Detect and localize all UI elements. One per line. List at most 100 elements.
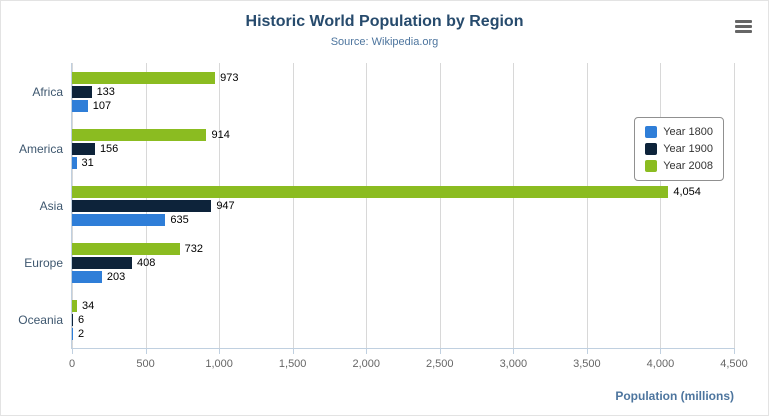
category-label-europe: Europe [24, 256, 63, 271]
legend-swatch [645, 160, 658, 172]
bar-value-label: 6 [78, 313, 85, 326]
bar-row: 732 [72, 242, 734, 255]
bar-group-europe: 732 408 203 [72, 234, 734, 291]
bar-row: 947 [72, 199, 734, 212]
bar-row: 203 [72, 270, 734, 283]
bar-america-year-1800[interactable] [72, 156, 77, 169]
bar-row: 4,054 [72, 185, 734, 198]
bar-value-label: 34 [82, 299, 95, 312]
category-label-america: America [18, 141, 63, 156]
bar-value-label: 203 [106, 270, 126, 283]
x-axis-tick [734, 348, 735, 354]
bar-value-label: 635 [170, 213, 189, 226]
bar-value-label: 408 [137, 256, 156, 269]
x-tick-label: 0 [68, 358, 76, 370]
x-tick-label: 1,500 [278, 358, 307, 370]
bar-value-label: 156 [99, 142, 119, 155]
x-axis-tick [513, 348, 515, 354]
hamburger-line [735, 30, 752, 33]
bar-value-label: 973 [220, 71, 239, 84]
x-tick-label: 2,000 [352, 358, 380, 370]
bar-america-year-2008[interactable] [72, 128, 207, 141]
gridline [366, 63, 368, 348]
x-axis-title: Population (millions) [615, 389, 734, 403]
legend-swatch [645, 126, 658, 138]
x-axis-tick [366, 348, 368, 354]
hamburger-line [735, 20, 752, 23]
bar-row: 973 [72, 71, 734, 84]
bar-value-label: 31 [81, 156, 94, 169]
bar-row: 6 [72, 313, 734, 326]
x-axis-tick [586, 348, 588, 354]
bar-oceania-year-1900[interactable] [72, 313, 73, 326]
bar-asia-year-1800[interactable] [72, 213, 166, 226]
bar-europe-year-1800[interactable] [72, 270, 102, 283]
bar-row: 31 [72, 156, 734, 169]
bar-oceania-year-2008[interactable] [72, 299, 77, 312]
x-axis-tick [292, 348, 294, 354]
bar-row: 2 [72, 327, 734, 340]
legend-label: Year 2008 [663, 160, 713, 172]
y-axis-category-labels: Africa America Asia Europe Oceania [15, 63, 71, 349]
bar-row: 34 [72, 299, 734, 312]
x-tick-label: 500 [136, 358, 155, 370]
bar-africa-year-1800[interactable] [72, 99, 88, 112]
x-tick-label: 1,000 [205, 358, 233, 370]
bar-row: 133 [72, 85, 734, 98]
bar-value-label: 107 [92, 99, 112, 112]
bar-africa-year-2008[interactable] [72, 71, 216, 84]
bar-value-label: 133 [96, 85, 115, 98]
bar-africa-year-1900[interactable] [72, 85, 92, 98]
hamburger-line [735, 25, 752, 28]
hamburger-menu-icon[interactable] [735, 20, 752, 33]
x-axis-tick [439, 348, 441, 354]
legend-item-year-2008[interactable]: Year 2008 [645, 160, 713, 172]
gridline [219, 63, 221, 348]
category-label-oceania: Oceania [18, 313, 63, 328]
gridline [439, 63, 441, 348]
bar-oceania-year-1800[interactable] [72, 327, 73, 340]
gridline [513, 63, 515, 348]
x-axis-tick [72, 348, 73, 354]
bar-group-oceania: 34 6 2 [72, 291, 734, 348]
x-tick-label: 2,500 [426, 358, 454, 370]
bar-value-label: 4,054 [673, 185, 701, 198]
bar-groups: 973 133 107 914 156 31 4,054 947 635 732 408 203 34 6… [72, 63, 734, 348]
gridline [734, 63, 735, 348]
chart-subtitle: Source: Wikipedia.org [330, 36, 439, 48]
bar-row: 156 [72, 142, 734, 155]
bar-europe-year-2008[interactable] [72, 242, 180, 255]
gridline [586, 63, 588, 348]
bar-asia-year-2008[interactable] [72, 185, 669, 198]
x-tick-label: 4,500 [720, 358, 748, 370]
x-tick-label: 3,000 [499, 358, 528, 370]
legend-item-year-1900[interactable]: Year 1900 [645, 143, 713, 155]
bar-asia-year-1900[interactable] [72, 199, 212, 212]
bar-group-asia: 4,054 947 635 [72, 177, 734, 234]
x-axis-tick [145, 348, 147, 354]
bar-value-label: 732 [184, 242, 204, 255]
x-axis-tick [219, 348, 221, 354]
chart-title: Historic World Population by Region [245, 13, 524, 30]
legend-label: Year 1800 [663, 126, 713, 138]
legend: Year 1800 Year 1900 Year 2008 [634, 117, 724, 181]
legend-item-year-1800[interactable]: Year 1800 [645, 126, 713, 138]
gridline [660, 63, 662, 348]
x-axis-tick [660, 348, 662, 354]
bar-row: 408 [72, 256, 734, 269]
bar-value-label: 914 [211, 128, 230, 141]
x-tick-label: 4,000 [646, 358, 675, 370]
category-label-asia: Asia [39, 199, 63, 213]
bar-group-america: 914 156 31 [72, 120, 734, 177]
bar-value-label: 2 [78, 327, 85, 340]
bar-row: 107 [72, 99, 734, 112]
bar-europe-year-1900[interactable] [72, 256, 133, 269]
bar-group-africa: 973 133 107 [72, 63, 734, 120]
legend-swatch [645, 143, 658, 155]
legend-label: Year 1900 [663, 143, 713, 155]
bar-america-year-1900[interactable] [72, 142, 95, 155]
category-label-africa: Africa [32, 84, 63, 99]
bars-area: 973 133 107 914 156 31 4,054 947 635 732 408 203 34 6… [69, 63, 748, 370]
bar-row: 914 [72, 128, 734, 141]
